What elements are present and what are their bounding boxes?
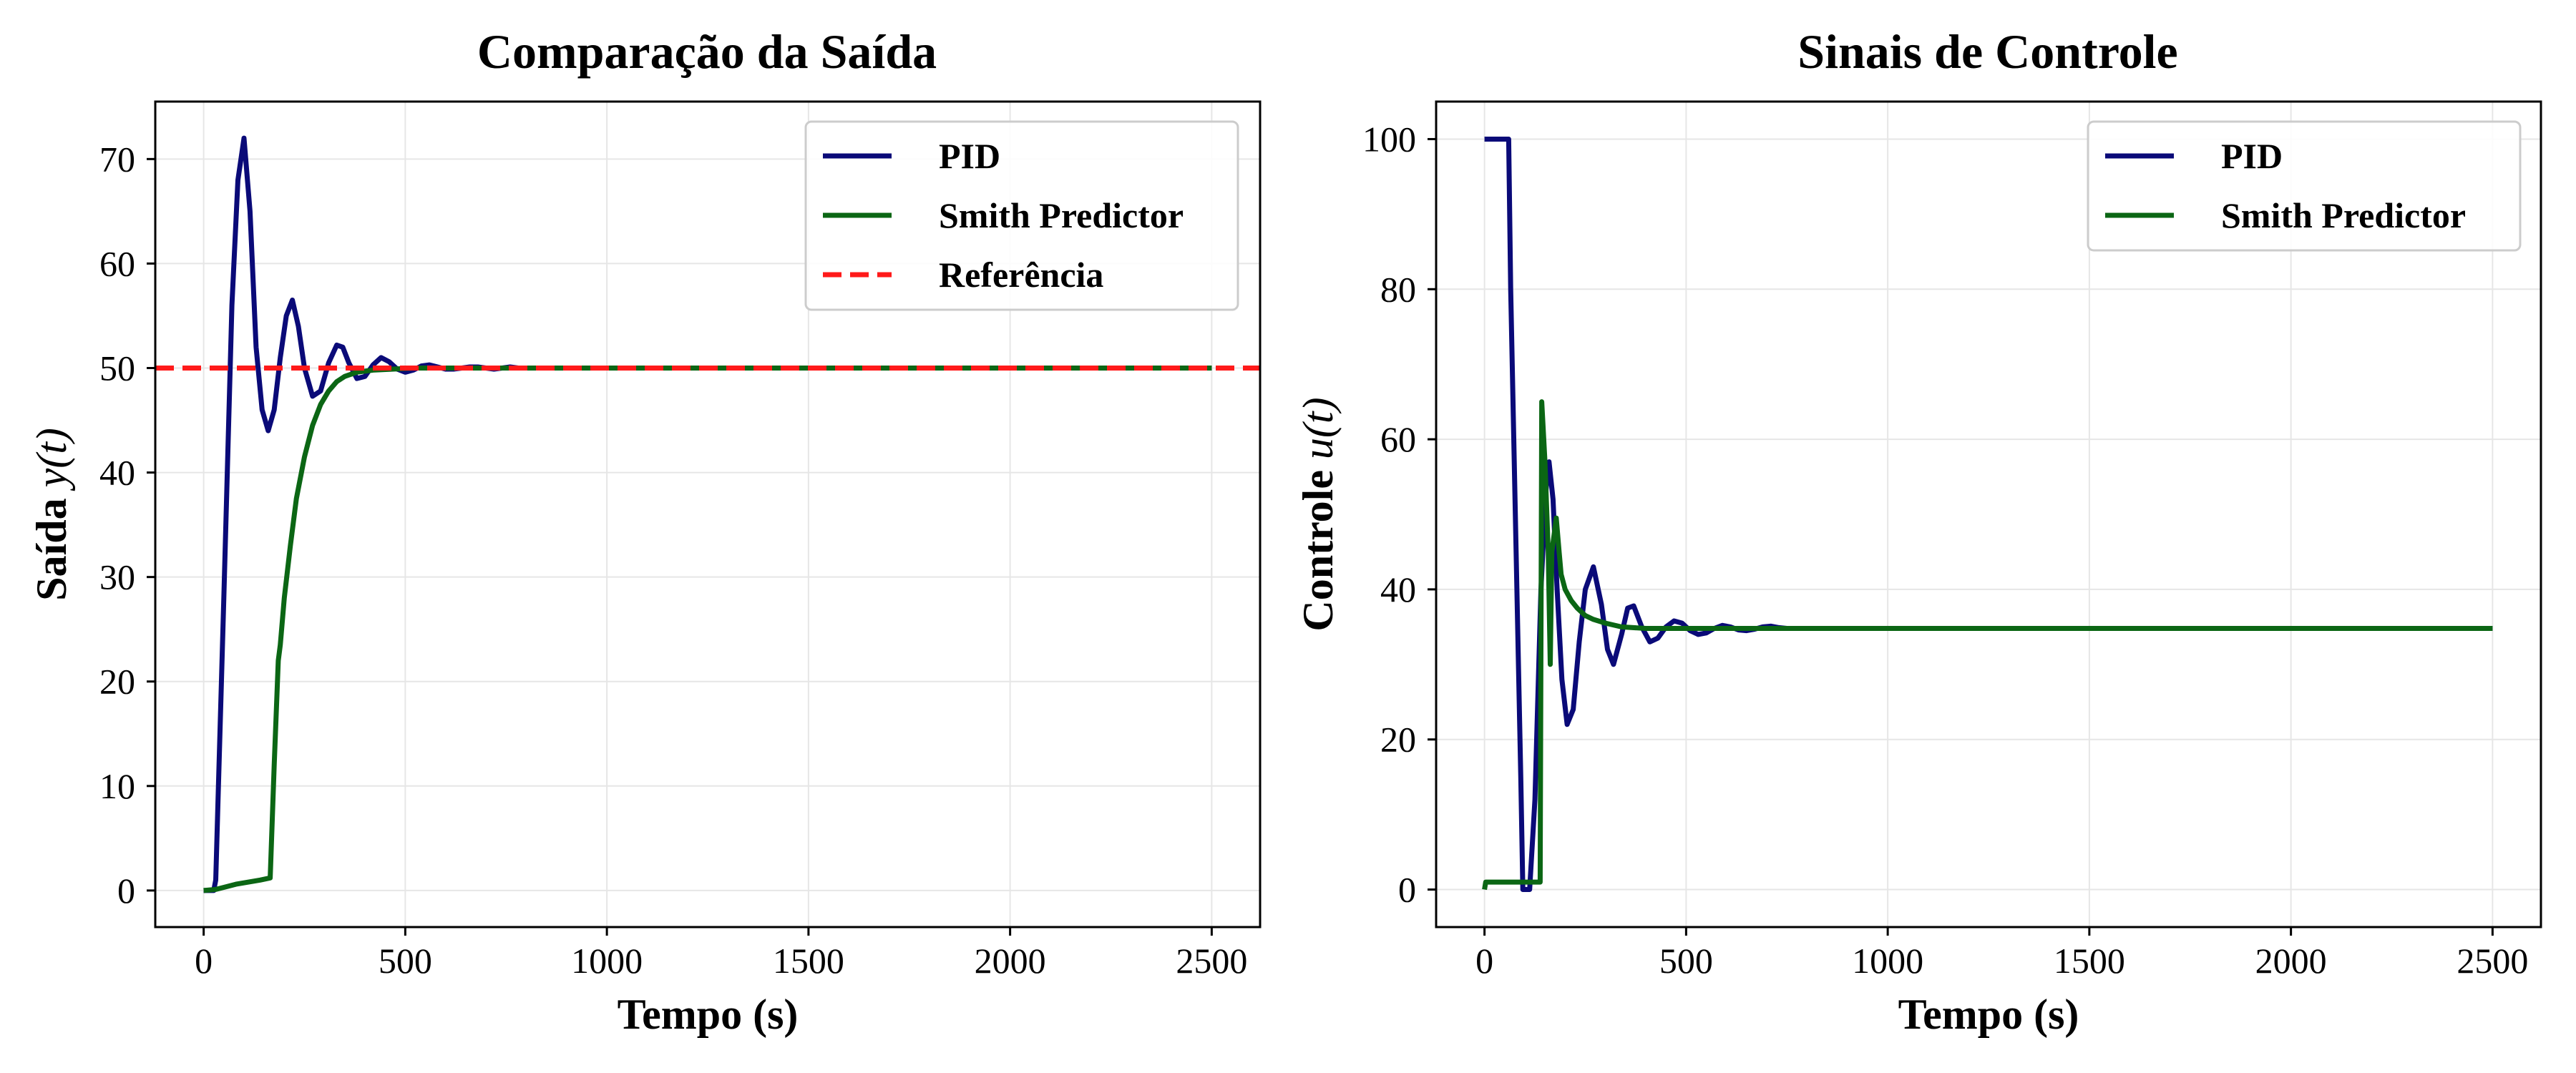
y-tick-label: 80 (1380, 269, 1416, 309)
chart-control-signals: Sinais de Controle 0 500 1000 1500 2000 25000… (1294, 24, 2542, 1038)
y-tick-label: 20 (99, 662, 135, 702)
legend-label: PID (2221, 136, 2283, 176)
series-line-smith-predictor (1482, 399, 2493, 891)
legend-box (804, 120, 1239, 311)
series-line-pid (1484, 137, 2493, 892)
x-tick-label: 2000 (975, 941, 1046, 981)
y-tick-label: 0 (117, 871, 135, 911)
x-tick-label: 500 (379, 941, 432, 981)
legend-label: Referência (939, 255, 1103, 295)
x-tick-label: 1000 (571, 941, 643, 981)
y-tick-label: 100 (1362, 119, 1416, 159)
ticks-layer: 0 500 1000 1500 2000 2500 0 20 40 60 80 100 (1362, 119, 2528, 981)
plot-frame (1435, 100, 2542, 929)
y-tick-label: 10 (99, 766, 135, 806)
plot-frame (154, 100, 1262, 929)
y-tick-label: 60 (1380, 419, 1416, 459)
y-tick-label: 60 (99, 243, 135, 283)
y-tick-label: 70 (99, 139, 135, 179)
y-axis-label-text: Controle (1294, 459, 1342, 632)
series-layer (155, 135, 1260, 893)
x-axis-label: Tempo (s) (1898, 991, 2079, 1038)
y-axis-label-text: Saída (28, 487, 75, 600)
y-tick-label: 40 (99, 453, 135, 493)
x-tick-label: 1500 (773, 941, 844, 981)
x-tick-label: 1000 (1852, 941, 1923, 981)
y-tick-label: 0 (1398, 870, 1416, 910)
y-axis-label-math: u(t) (1294, 397, 1342, 459)
legend: PID Smith Predictor (2087, 120, 2522, 252)
x-tick-label: 500 (1659, 941, 1713, 981)
y-tick-label: 30 (99, 557, 135, 597)
chart-title: Sinais de Controle (1797, 24, 2177, 79)
chart-title: Comparação da Saída (477, 24, 937, 79)
x-tick-label: 0 (1475, 941, 1493, 981)
legend-label: PID (939, 136, 1000, 176)
ticks-layer: 0 500 1000 1500 2000 2500 0 10 20 30 40 50 60 70 (99, 139, 1247, 981)
y-axis-label: Controle u(t) (1294, 397, 1342, 631)
legend-label: Smith Predictor (939, 195, 1184, 235)
x-tick-label: 2000 (2255, 941, 2327, 981)
y-tick-label: 20 (1380, 720, 1416, 760)
y-axis-label: Saída y(t) (28, 428, 75, 601)
x-tick-label: 2500 (2457, 941, 2528, 981)
x-axis-label: Tempo (s) (618, 991, 799, 1038)
series-layer (1482, 137, 2493, 892)
x-tick-label: 2500 (1176, 941, 1247, 981)
series-line-smith-predictor (203, 366, 1212, 893)
y-axis-label-math: y(t) (28, 428, 75, 491)
legend: PID Smith Predictor Referência (804, 120, 1239, 311)
y-tick-label: 50 (99, 348, 135, 388)
legend-box (2087, 120, 2522, 252)
legend-label: Smith Predictor (2221, 195, 2466, 235)
x-tick-label: 1500 (2054, 941, 2125, 981)
y-tick-label: 40 (1380, 569, 1416, 609)
x-tick-label: 0 (195, 941, 213, 981)
chart-output-comparison: Comparação da Saída 0 500 1000 1500 2000 2500… (28, 24, 1262, 1038)
